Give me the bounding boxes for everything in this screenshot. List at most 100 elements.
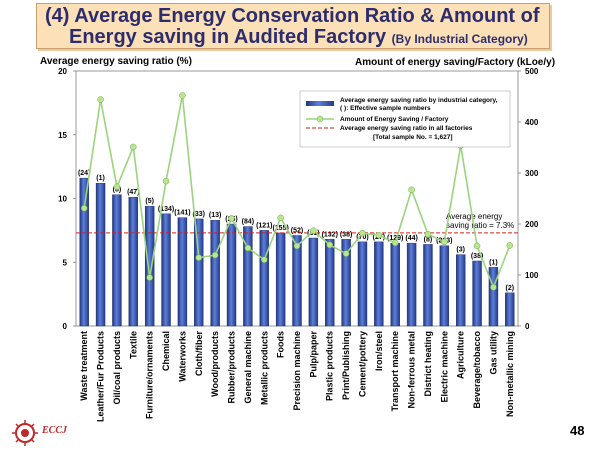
energy-saving-point: [244, 244, 252, 252]
energy-saving-point: [310, 227, 317, 234]
slide-title-line2: Energy saving in Audited Factory (By Ind…: [69, 26, 528, 49]
bar: [357, 241, 368, 327]
bar: [275, 232, 286, 327]
bar: [226, 223, 237, 327]
sample-count-label: (33): [193, 211, 205, 218]
bar: [259, 230, 269, 327]
sample-count-label: (84): [242, 219, 254, 226]
sample-count-label: (13): [209, 212, 221, 219]
energy-saving-point: [506, 242, 514, 249]
eccj-logo-icon: [12, 420, 38, 451]
y-right-tick-label: 100: [525, 271, 539, 280]
category-label: Agriculture: [456, 331, 466, 379]
sample-count-label: (1): [489, 259, 498, 266]
sample-count-label: (47): [127, 189, 139, 196]
category-label: District heating: [423, 331, 433, 397]
bar: [456, 254, 466, 327]
category-label: Pulp/paper: [308, 331, 318, 378]
sample-count-label: (44): [405, 235, 417, 242]
bar: [406, 242, 417, 327]
bar: [439, 245, 450, 327]
energy-saving-point: [490, 283, 497, 291]
category-label: Gas utility: [488, 331, 498, 375]
energy-saving-point: [179, 92, 186, 99]
sample-count-label: (3): [456, 247, 465, 254]
sample-count-label: (141): [174, 210, 190, 217]
energy-saving-point: [408, 186, 415, 194]
bar: [79, 177, 89, 327]
category-label: Waterworks: [177, 331, 187, 382]
legend-ref-note: [Total sample No. = 1,627]: [373, 134, 453, 141]
bar: [292, 235, 302, 327]
category-label: Print/Publishing: [341, 331, 351, 400]
legend-ref-label: Average energy saving ratio in all facto…: [340, 125, 473, 132]
sample-count-label: (134): [158, 206, 174, 213]
sample-count-label: (1): [96, 175, 105, 182]
category-label: Foods: [276, 331, 286, 358]
y-left-tick-label: 0: [63, 322, 68, 331]
sample-count-label: (8): [424, 236, 433, 243]
bar: [95, 182, 106, 327]
energy-saving-point: [130, 143, 137, 151]
slide-title-line1: (4) Average Energy Conservation Ratio & …: [45, 5, 540, 27]
category-label: Furniture/ornaments: [145, 331, 155, 419]
y-axis-right-label: Amount of energy saving/Factory (kLoe/y): [355, 57, 556, 68]
y-left-tick-label: 20: [58, 67, 67, 76]
category-label: Beverage/tobacco: [472, 331, 482, 409]
slide-title-main: Energy saving in Audited Factory: [69, 26, 387, 48]
energy-saving-point: [162, 177, 170, 185]
energy-saving-point: [342, 250, 350, 257]
bar: [341, 239, 351, 327]
bar: [177, 217, 188, 327]
category-label: Cloth/fiber: [194, 331, 204, 376]
legend-bar-label: ( ): Effective sample numbers: [340, 105, 431, 112]
legend-bar-label: Average energy saving ratio by industria…: [340, 97, 498, 104]
bar: [194, 218, 204, 327]
energy-saving-point: [424, 230, 432, 238]
category-label: Transport machine: [390, 331, 400, 412]
sample-count-label: (2): [506, 285, 515, 292]
energy-saving-point: [228, 215, 235, 222]
logo-text: ECCJ: [42, 425, 68, 436]
y-right-tick-label: 200: [525, 220, 539, 229]
energy-saving-point: [80, 204, 88, 212]
bar: [161, 213, 171, 327]
y-left-tick-label: 15: [58, 131, 67, 140]
energy-saving-point: [293, 242, 301, 250]
energy-saving-point: [391, 239, 399, 247]
reference-annotation-line2: saving ratio = 7.3%: [446, 221, 514, 230]
energy-saving-point: [146, 274, 153, 281]
bar: [128, 197, 138, 327]
reference-annotation-line1: Average energy: [446, 212, 502, 221]
category-label: Chemical: [161, 331, 171, 371]
energy-saving-point: [97, 96, 104, 103]
category-label: Wood/products: [210, 331, 220, 397]
legend-bar-swatch: [306, 101, 334, 106]
energy-saving-point: [113, 183, 121, 191]
energy-saving-point: [277, 214, 284, 222]
title-box: (4) Average Energy Conservation Ratio & …: [36, 3, 550, 49]
bar: [390, 242, 400, 327]
category-label: Precision machine: [292, 331, 302, 411]
category-label: Rubber/products: [227, 331, 237, 404]
bar: [472, 260, 482, 327]
sample-count-label: (24): [78, 170, 90, 177]
category-label: Waste treatment: [79, 331, 89, 401]
y-right-tick-label: 300: [525, 169, 539, 178]
category-label: Metallic products: [259, 331, 269, 405]
energy-saving-point: [211, 251, 219, 259]
category-label: Leather/Fur Products: [96, 331, 106, 422]
y-left-tick-label: 5: [63, 258, 68, 267]
legend-line-label: Amount of Energy Saving / Factory: [340, 116, 449, 123]
slide-title-suffix: (By Industrial Category): [391, 32, 528, 46]
sample-count-label: (38): [471, 253, 483, 260]
legend-point-swatch: [316, 115, 324, 123]
category-label: Plastic products: [325, 331, 335, 401]
bar: [210, 219, 220, 327]
y-left-tick-label: 10: [58, 195, 67, 204]
category-label: General machine: [243, 331, 253, 404]
energy-saving-point: [359, 229, 366, 237]
sample-count-label: (132): [322, 231, 338, 238]
energy-saving-point: [195, 254, 203, 261]
